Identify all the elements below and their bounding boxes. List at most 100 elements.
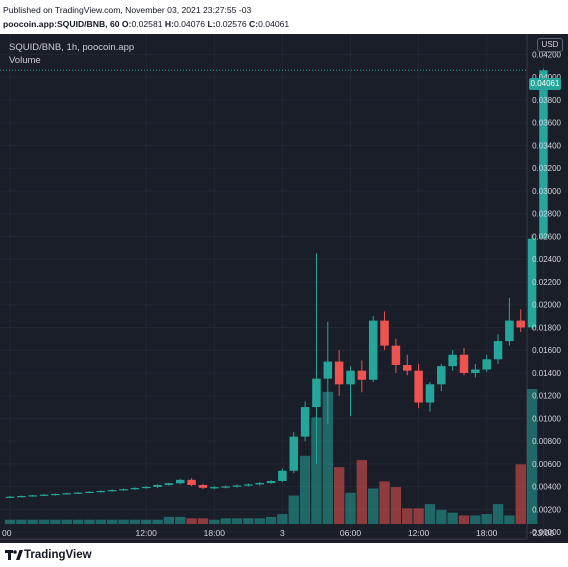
candle-body xyxy=(459,354,469,373)
candles xyxy=(5,68,548,498)
price-tick-label: 0.02000 xyxy=(532,301,561,310)
candle-body xyxy=(73,492,83,494)
volume-bar xyxy=(209,519,220,524)
volume-bar xyxy=(504,515,515,524)
candle-body xyxy=(334,361,344,385)
candle-body xyxy=(210,487,219,489)
candle-body xyxy=(153,484,162,487)
currency-button[interactable]: USD xyxy=(537,38,563,52)
volume-bar xyxy=(152,519,163,524)
volume-bar xyxy=(526,389,538,524)
tradingview-brand[interactable]: TradingView xyxy=(24,549,92,561)
candle-body xyxy=(300,407,310,437)
price-tick-label: 0.03800 xyxy=(532,96,561,105)
price-tick-label: 0.01800 xyxy=(532,323,561,332)
candle-body xyxy=(448,354,457,367)
low-label: L: xyxy=(207,19,216,29)
high-value: 0.04076 xyxy=(173,19,206,29)
low-value: 0.02576 xyxy=(215,19,247,29)
volume-bar xyxy=(27,519,38,524)
price-tick-label: 0.02400 xyxy=(532,255,561,264)
chart-panel[interactable] xyxy=(0,34,568,543)
volume-bar xyxy=(186,518,197,524)
time-tick-label: 18:00 xyxy=(204,528,226,538)
volume-bar xyxy=(413,508,424,524)
high-label: H: xyxy=(164,19,174,29)
volume-bar xyxy=(84,519,95,524)
volume-bar xyxy=(379,481,390,524)
volume-bar xyxy=(277,514,288,524)
volume-bar xyxy=(458,515,470,524)
time-tick-label: 12:00 xyxy=(408,528,430,538)
volume-bar xyxy=(16,519,27,524)
volume-bar xyxy=(447,512,458,524)
price-tick-label: 0.01000 xyxy=(532,414,561,423)
close-label: C: xyxy=(249,19,259,29)
volume-bar xyxy=(95,519,106,524)
volume-bars xyxy=(4,389,538,524)
candle-body xyxy=(516,320,525,328)
candle-body xyxy=(51,493,60,496)
time-axis: 00 12:00 18:00 3 06:00 12:00 18:00 23:00 xyxy=(2,528,554,538)
volume-bar xyxy=(38,519,50,524)
candle-body xyxy=(312,378,321,408)
volume-bar xyxy=(436,509,447,524)
volume-bar xyxy=(197,518,209,524)
ohlc-line: poocoin.app:SQUID/BNB, 60 O:0.02581 H:0.… xyxy=(3,19,289,29)
volume-bar xyxy=(470,515,481,524)
volume-bar xyxy=(299,455,311,524)
price-tick-label: 0.00400 xyxy=(532,483,561,492)
price-tick-label: 0.03000 xyxy=(532,187,561,196)
volume-bar xyxy=(515,464,526,524)
volume-bar xyxy=(288,495,299,524)
volume-bar xyxy=(345,492,356,524)
tradingview-logo-icon[interactable] xyxy=(5,548,23,562)
price-tick-label: 0.03400 xyxy=(532,141,561,150)
published-info: Published on TradingView.com, November 0… xyxy=(3,5,252,15)
candle-body xyxy=(505,320,514,342)
price-tick-label: 0.00200 xyxy=(532,505,561,514)
candle-body xyxy=(119,489,128,491)
volume-bar xyxy=(61,519,72,524)
volume-bar xyxy=(333,467,345,524)
time-tick-label: 00 xyxy=(2,528,12,538)
candle-body xyxy=(28,495,37,497)
candle-body xyxy=(164,483,174,485)
candle-body xyxy=(403,364,412,371)
candle-body xyxy=(437,366,446,385)
candle-body xyxy=(39,494,49,496)
legend-volume: Volume xyxy=(9,55,41,66)
price-tick-label: 0.02600 xyxy=(532,232,561,241)
candle-body xyxy=(527,238,537,328)
candle-body xyxy=(107,490,117,492)
candle-body xyxy=(357,370,367,380)
candle-body xyxy=(266,480,276,484)
candle-body xyxy=(255,483,264,485)
volume-bar xyxy=(402,508,413,524)
price-axis: -0.00000 0.00200 0.00400 0.00600 0.00800 0.01… xyxy=(529,50,561,537)
candle-body xyxy=(414,370,423,403)
candle-body xyxy=(323,361,333,379)
grid-lines xyxy=(0,34,544,540)
legend-title: SQUID/BNB, 1h, poocoin.app xyxy=(9,42,135,53)
candle-body xyxy=(471,369,480,373)
time-tick-label: 18:00 xyxy=(476,528,498,538)
candle-body xyxy=(244,484,253,486)
candle-body xyxy=(130,488,140,490)
price-tick-label: 0.00800 xyxy=(532,437,561,446)
volume-bar xyxy=(254,518,265,524)
open-label: O: xyxy=(121,19,132,29)
footer-bar xyxy=(0,543,568,567)
candlestick-chart[interactable]: -0.00000 0.00200 0.00400 0.00600 0.00800 0.01… xyxy=(0,34,568,543)
price-tick-label: 0.01400 xyxy=(532,369,561,378)
last-price-tag: 0.04061 xyxy=(529,78,561,90)
candle-body xyxy=(539,70,548,239)
price-tick-label: 0.00600 xyxy=(532,460,561,469)
candle-body xyxy=(141,486,151,489)
symbol-label: poocoin.app:SQUID/BNB, 60 xyxy=(3,19,120,29)
candle-body xyxy=(5,496,15,498)
candle-body xyxy=(96,491,106,493)
volume-bar xyxy=(356,460,368,524)
volume-bar xyxy=(481,514,492,524)
